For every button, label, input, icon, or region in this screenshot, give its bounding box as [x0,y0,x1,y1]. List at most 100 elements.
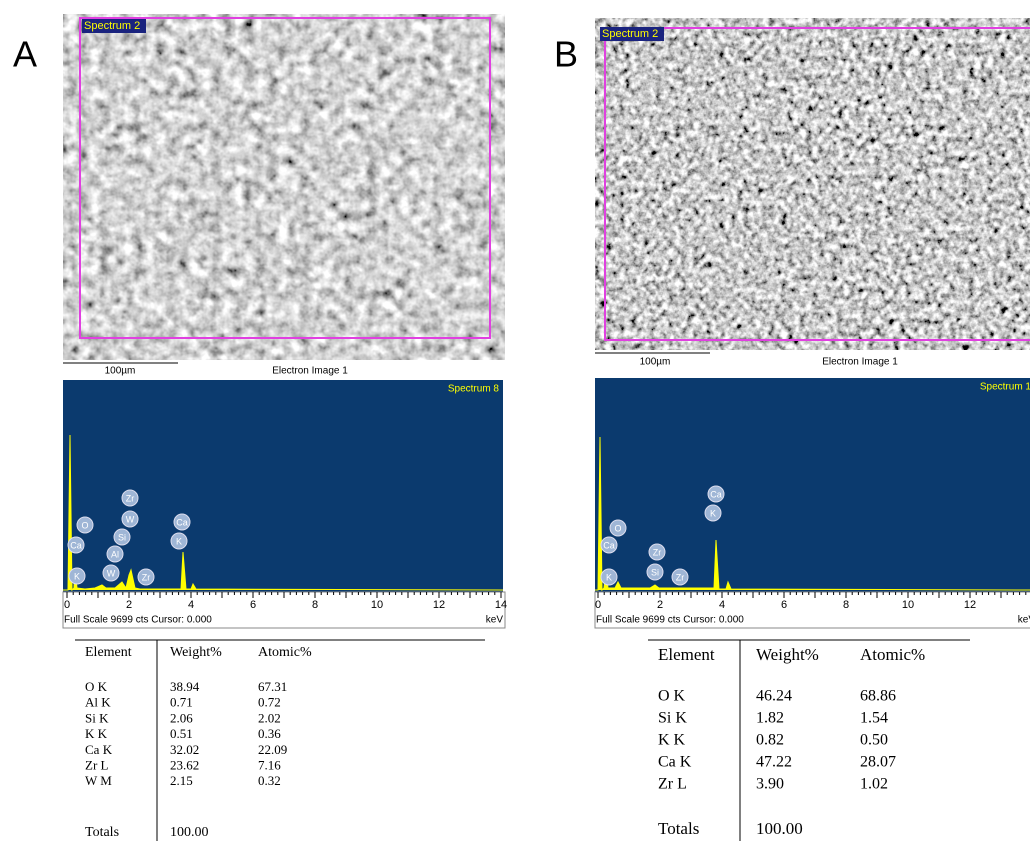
table-cell: 2.15 [170,773,193,788]
table-cell: 1.54 [860,710,888,727]
spectrum-title: Spectrum 1 [980,382,1030,393]
peak-marker [600,568,618,586]
peak-label: Ca [603,540,615,550]
x-tick-label: 10 [902,599,914,611]
table-cell: Zr L [658,776,687,793]
peak-marker [121,489,139,507]
sem-image [595,18,1030,350]
peak-marker [707,485,725,503]
table-total: 100.00 [756,819,803,838]
peak-marker [704,504,722,522]
peak-marker [646,563,664,581]
table-cell: 7.16 [258,757,281,772]
peak-marker [68,567,86,585]
x-tick-label: 2 [126,599,132,611]
table-cell: Si K [658,710,687,727]
table-cell: 22.09 [258,742,287,757]
image-caption: Electron Image 1 [822,357,898,368]
spectrum-trace [63,434,504,592]
peak-label: K [606,572,612,582]
peak-marker [121,510,139,528]
table-cell: Al K [85,695,111,710]
spectrum-panel [63,380,503,592]
region-box [604,27,1030,341]
peak-label: K [710,508,716,518]
spectrum-trace [595,436,1030,592]
table-cell: K K [658,732,686,749]
region-box [79,17,491,339]
peak-marker [648,543,666,561]
table-cell: 68.86 [860,688,896,705]
table-total: Totals [658,819,699,838]
x-tick-label: 0 [64,599,70,611]
table-cell: 0.82 [756,732,784,749]
table-cell: 1.02 [860,776,888,793]
table-header: Weight% [170,645,222,660]
peak-label: W [107,568,116,578]
peak-label: Al [111,549,119,559]
table-header: Weight% [756,645,819,664]
peak-label: W [126,514,135,524]
panel-label: B [554,34,578,75]
x-tick-label: 12 [433,599,445,611]
table-cell: K K [85,726,108,741]
sem-image [63,14,505,360]
peak-marker [137,568,155,586]
table-header: Atomic% [860,645,925,664]
peak-label: O [81,520,88,530]
region-label: Spectrum 2 [84,20,140,32]
table-cell: 2.06 [170,710,193,725]
table-header: Atomic% [258,645,312,660]
table-cell: Si K [85,710,109,725]
table-cell: 32.02 [170,742,199,757]
peak-marker [67,536,85,554]
table-header: Element [85,645,132,660]
panel-label: A [13,34,37,75]
x-tick-label: 6 [250,599,256,611]
x-tick-label: 14 [495,599,507,611]
table-header: Element [658,645,715,664]
table-cell: 0.51 [170,726,193,741]
image-caption: Electron Image 1 [272,366,348,377]
spectrum-footer: Full Scale 9699 cts Cursor: 0.000 [64,615,212,626]
spectrum-title: Spectrum 8 [448,384,500,395]
table-cell: 0.72 [258,695,281,710]
x-tick-label: 0 [595,599,601,611]
x-tick-label: 4 [188,599,194,611]
table-cell: 0.50 [860,732,888,749]
peak-marker [113,528,131,546]
spectrum-unit: keV [486,615,504,626]
peak-label: K [74,571,80,581]
table-cell: 47.22 [756,754,792,771]
peak-label: Zr [142,572,151,582]
scale-bar-label: 100µm [105,366,136,377]
peak-label: K [176,536,182,546]
table-cell: 3.90 [756,776,784,793]
peak-marker [600,536,618,554]
x-tick-label: 12 [964,599,976,611]
spectrum-footer: Full Scale 9699 cts Cursor: 0.000 [596,615,744,626]
x-tick-label: 10 [371,599,383,611]
x-tick-label: 2 [657,599,663,611]
table-cell: 0.32 [258,773,281,788]
table-cell: O K [85,679,108,694]
peak-label: Ca [70,540,82,550]
x-tick-label: 8 [843,599,849,611]
spectrum-unit: keV [1018,615,1030,626]
table-cell: O K [658,688,686,705]
x-tick-label: 8 [312,599,318,611]
table-cell: 0.36 [258,726,281,741]
peak-label: Zr [126,493,135,503]
table-total: Totals [85,825,119,840]
peak-marker [76,516,94,534]
region-label-bg [600,27,664,41]
table-cell: Zr L [85,757,109,772]
peak-marker [609,519,627,537]
table-cell: 1.82 [756,710,784,727]
table-cell: 0.71 [170,695,193,710]
region-label-bg [82,19,146,33]
peak-label: Zr [653,547,662,557]
table-cell: 67.31 [258,679,287,694]
scale-bar-label: 100µm [640,357,671,368]
